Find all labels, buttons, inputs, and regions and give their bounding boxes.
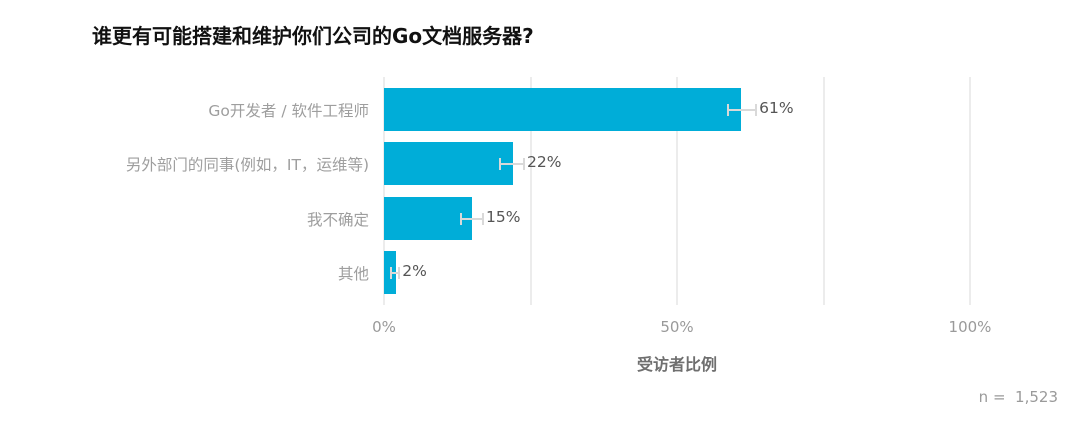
chart-title: 谁更有可能搭建和维护你们公司的Go文档服务器? [92,24,534,48]
sample-size-annotation: n = 1,523 [978,388,1058,406]
error-bar-cap [755,104,758,116]
bar [384,88,742,131]
plot-area [383,77,971,305]
value-label: 61% [759,99,794,117]
error-bar-cap [499,158,502,170]
bar [384,142,513,185]
bar [384,251,396,294]
bar [384,197,472,240]
x-tick-label: 100% [948,318,992,336]
category-label: 另外部门的同事(例如，IT，运维等) [125,156,369,174]
x-tick-label: 0% [372,318,396,336]
gridline [676,77,678,305]
category-label: Go开发者 / 软件工程师 [208,102,369,120]
gridline [383,77,385,305]
gridline [822,77,825,305]
error-bar-cap [398,267,401,279]
gridline [529,77,532,305]
error-bar-cap [726,104,729,116]
value-label: 22% [527,153,562,171]
category-label: 我不确定 [306,211,369,229]
error-bar-cap [390,267,393,279]
category-label: 其他 [337,265,369,283]
value-label: 2% [402,262,427,280]
error-bar-cap [459,213,462,225]
error-bar [391,272,400,274]
error-bar [500,163,525,165]
x-tick-label: 50% [660,318,694,336]
error-bar-cap [523,158,526,170]
gridline [969,77,971,305]
x-axis-label: 受访者比例 [636,355,718,374]
value-label: 15% [486,208,521,226]
error-bar [727,109,757,111]
error-bar [460,218,484,220]
error-bar-cap [482,213,485,225]
